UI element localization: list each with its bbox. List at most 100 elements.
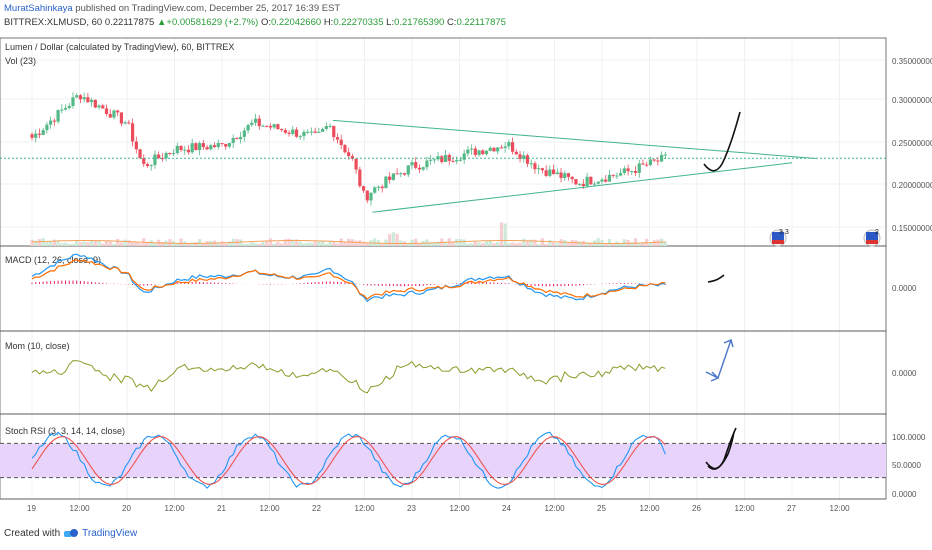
time-tick: 12:00 <box>165 504 186 513</box>
candle <box>391 173 395 180</box>
candle <box>56 109 60 122</box>
volume-bar <box>60 243 64 246</box>
stoch-rsi-axis[interactable]: 100.0000 50.0000 0.0000 <box>892 433 926 499</box>
momentum-arrow-drawing[interactable] <box>705 339 734 382</box>
candle <box>574 179 578 185</box>
candle <box>503 146 507 148</box>
candle <box>544 170 548 176</box>
candle <box>525 155 530 164</box>
stoch-rsi-projection-drawing[interactable] <box>705 427 737 470</box>
stoch-rsi-pane[interactable]: Stoch RSI (3, 3, 14, 14, close) <box>0 426 886 489</box>
volume-bar <box>276 242 280 246</box>
tradingview-link[interactable]: TradingView <box>82 528 138 539</box>
tradingview-logo-icon <box>64 528 79 539</box>
candle <box>287 132 291 134</box>
candle <box>652 159 656 161</box>
event-badge-2[interactable]: 2 <box>863 229 881 247</box>
candle <box>60 109 64 111</box>
volume-bar <box>596 238 600 246</box>
candle <box>145 163 150 166</box>
candle <box>198 143 202 151</box>
candle <box>261 125 265 127</box>
price-tick: 0.25000000 <box>892 139 932 148</box>
time-tick: 12:00 <box>640 504 661 513</box>
volume-bar <box>179 238 183 246</box>
momentum-axis[interactable]: 0.0000 <box>892 369 917 378</box>
candle <box>410 162 414 166</box>
candle <box>354 158 358 170</box>
volume-bar <box>298 241 302 246</box>
candle <box>555 172 559 175</box>
volume-bar <box>306 242 310 246</box>
candle <box>421 167 425 170</box>
volume-bar <box>429 242 433 246</box>
volume-bar <box>544 243 548 246</box>
event-badge-1[interactable]: 3 3 <box>769 229 789 247</box>
macd-pane[interactable]: MACD (12, 26, close, 9) <box>5 253 725 303</box>
volume-bar <box>522 238 526 246</box>
macd-axis[interactable]: 0.0000 <box>892 284 917 293</box>
candle <box>224 143 228 147</box>
low-label: L: <box>386 17 395 28</box>
volume-bar <box>641 241 645 246</box>
stoch-rsi-band <box>0 443 886 478</box>
candle <box>45 124 49 131</box>
triangle-lower-trendline[interactable] <box>372 162 793 213</box>
volume-bar <box>294 239 299 246</box>
volume-bar <box>339 238 343 246</box>
author-link[interactable]: MuratSahinkaya <box>4 3 73 14</box>
volume-bar <box>97 240 101 246</box>
publish-info: MuratSahinkaya published on TradingView.… <box>4 3 340 14</box>
volume-bar <box>37 239 42 246</box>
price-axis[interactable]: 0.35000000 0.30000000 0.25000000 0.20000… <box>892 57 932 233</box>
volume-bar <box>354 240 358 246</box>
volume-bar <box>492 243 496 246</box>
candle <box>320 128 325 132</box>
volume-bar <box>112 243 116 246</box>
candle <box>615 175 619 177</box>
candle <box>171 153 176 155</box>
time-tick: 12:00 <box>735 504 756 513</box>
candle <box>250 122 254 126</box>
price-pane[interactable]: Lumen / Dollar (calculated by TradingVie… <box>0 42 886 247</box>
volume-bar <box>220 241 224 246</box>
candle <box>347 152 351 157</box>
volume-bar <box>432 242 436 246</box>
candle <box>86 97 90 103</box>
time-tick: 26 <box>692 504 701 513</box>
candle <box>488 147 492 151</box>
volume-bar <box>52 239 56 246</box>
price-projection-drawing[interactable] <box>703 111 741 172</box>
volume-bar <box>455 239 459 246</box>
macd-projection-drawing[interactable] <box>707 274 725 283</box>
candle <box>183 149 187 151</box>
candle <box>622 168 626 174</box>
time-axis[interactable]: 19 12:00 20 12:00 21 12:00 22 12:00 23 12:00 24 12:… <box>0 498 886 513</box>
candle <box>127 122 131 124</box>
candle <box>388 176 392 180</box>
candle <box>134 141 138 150</box>
event-badge-2-label: 2 <box>875 229 879 236</box>
volume-bar <box>56 241 60 246</box>
rsi-tick: 50.0000 <box>892 461 921 470</box>
volume-bar <box>75 240 79 246</box>
volume-label: Vol (23) <box>5 56 36 66</box>
volume-bar <box>123 239 127 246</box>
candle <box>436 156 440 160</box>
candle <box>220 143 224 145</box>
volume-bar <box>127 240 131 246</box>
candle <box>376 186 381 188</box>
volume-bar <box>265 241 269 246</box>
time-tick: 20 <box>122 504 131 513</box>
volume-bar <box>82 241 86 246</box>
close-label: C: <box>446 17 457 28</box>
candle <box>257 118 261 127</box>
chart-area[interactable]: Lumen / Dollar (calculated by TradingVie… <box>0 34 932 524</box>
momentum-pane[interactable]: Mom (10, close) <box>5 339 734 394</box>
volume-bar <box>607 239 612 246</box>
volume-bar <box>190 242 194 246</box>
candle <box>481 150 485 155</box>
triangle-upper-trendline[interactable] <box>332 119 816 159</box>
candle <box>522 155 526 159</box>
time-tick: 24 <box>502 504 511 513</box>
